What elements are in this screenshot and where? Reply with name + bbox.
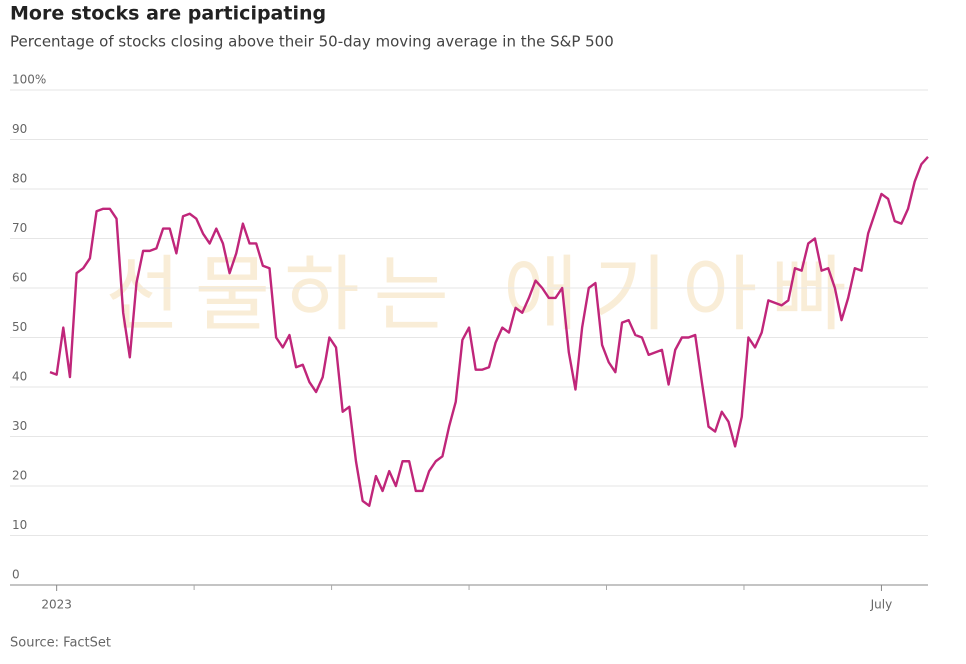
y-tick-label: 90 [12,122,27,136]
y-tick-label: 80 [12,172,27,186]
y-tick-label: 30 [12,419,27,433]
source: Source: FactSet [10,636,111,651]
line [49,156,929,507]
chart-title: More stocks are participating [10,3,326,25]
y-tick-label: 0 [12,568,20,582]
x-tick-label: July [870,598,893,612]
y-tick-label: 50 [12,320,27,334]
y-tick-label: 40 [12,370,27,384]
watermark: 선물하는 애기아빠 [105,247,861,342]
y-tick-label: 100% [12,73,46,87]
chart-subtitle: Percentage of stocks closing above their… [10,33,614,51]
y-tick-label: 60 [12,271,27,285]
y-tick-label: 70 [12,221,27,235]
x-tick-label: 2023 [41,598,72,612]
y-tick-label: 20 [12,469,27,483]
y-tick-label: 10 [12,518,27,532]
